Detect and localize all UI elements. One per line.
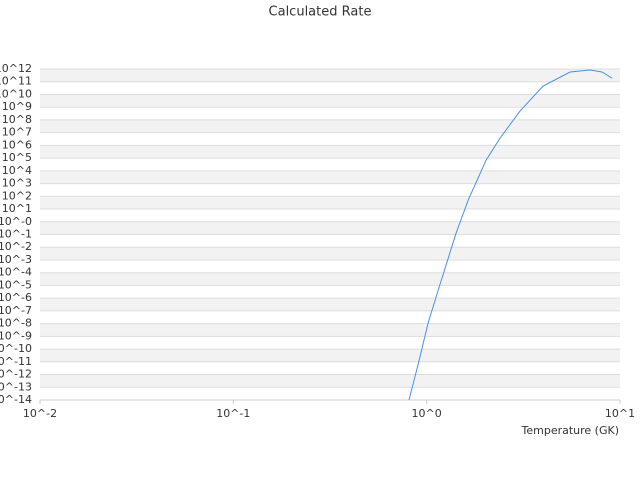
x-tick-label: 10^-1 [216,407,250,420]
y-tick-label: 10^-1 [0,228,32,241]
y-tick-label: 10^-5 [0,278,32,291]
grid-band [40,323,620,337]
data-line [408,69,613,400]
y-tick-label: 10^-0 [0,215,32,228]
x-tick-label: 10^0 [412,407,442,420]
grid-band [40,69,620,82]
y-tick-label: 10^10 [0,87,32,100]
grid-band [40,170,620,184]
y-tick-label: 10^4 [2,164,32,177]
y-tick-label: 10^2 [2,189,32,202]
chart-title: Calculated Rate [269,5,372,20]
grid-band [40,272,620,286]
y-tick-label: 10^1 [2,202,32,215]
y-tick-label: 10^-12 [0,368,32,381]
y-tick-label: 10^-6 [0,291,32,304]
y-tick-label: 10^-4 [0,266,32,279]
y-tick-label: 10^-8 [0,317,32,330]
grid-band [40,247,620,260]
grid-band [40,196,620,210]
y-tick-label: 10^12 [0,62,32,75]
grid-band [40,298,620,311]
grid-band [40,94,620,108]
grid-band [40,349,620,362]
y-tick-label: 10^-7 [0,304,32,317]
x-axis-label: Temperature (GK) [521,424,620,437]
grid-band [40,145,620,159]
grid-band [40,221,620,235]
y-tick-label: 10^-2 [0,240,32,253]
y-tick-label: 10^-10 [0,342,32,355]
y-tick-label: 10^5 [2,151,32,164]
y-tick-label: 10^-13 [0,380,32,393]
x-tick-label: 10^-2 [23,407,57,420]
y-tick-label: 10^3 [2,177,32,190]
y-tick-label: 10^-9 [0,329,32,342]
y-tick-label: 10^-11 [0,355,32,368]
y-tick-label: 10^7 [2,126,32,139]
y-tick-label: 10^6 [2,138,32,151]
y-tick-label: 10^9 [2,100,32,113]
grid-band [40,374,620,388]
y-tick-label: 10^11 [0,75,32,88]
y-tick-label: 10^-14 [0,393,32,406]
x-tick-label: 10^1 [605,407,635,420]
y-tick-label: 10^-3 [0,253,32,266]
grid-band [40,119,620,133]
y-tick-label: 10^8 [2,113,32,126]
